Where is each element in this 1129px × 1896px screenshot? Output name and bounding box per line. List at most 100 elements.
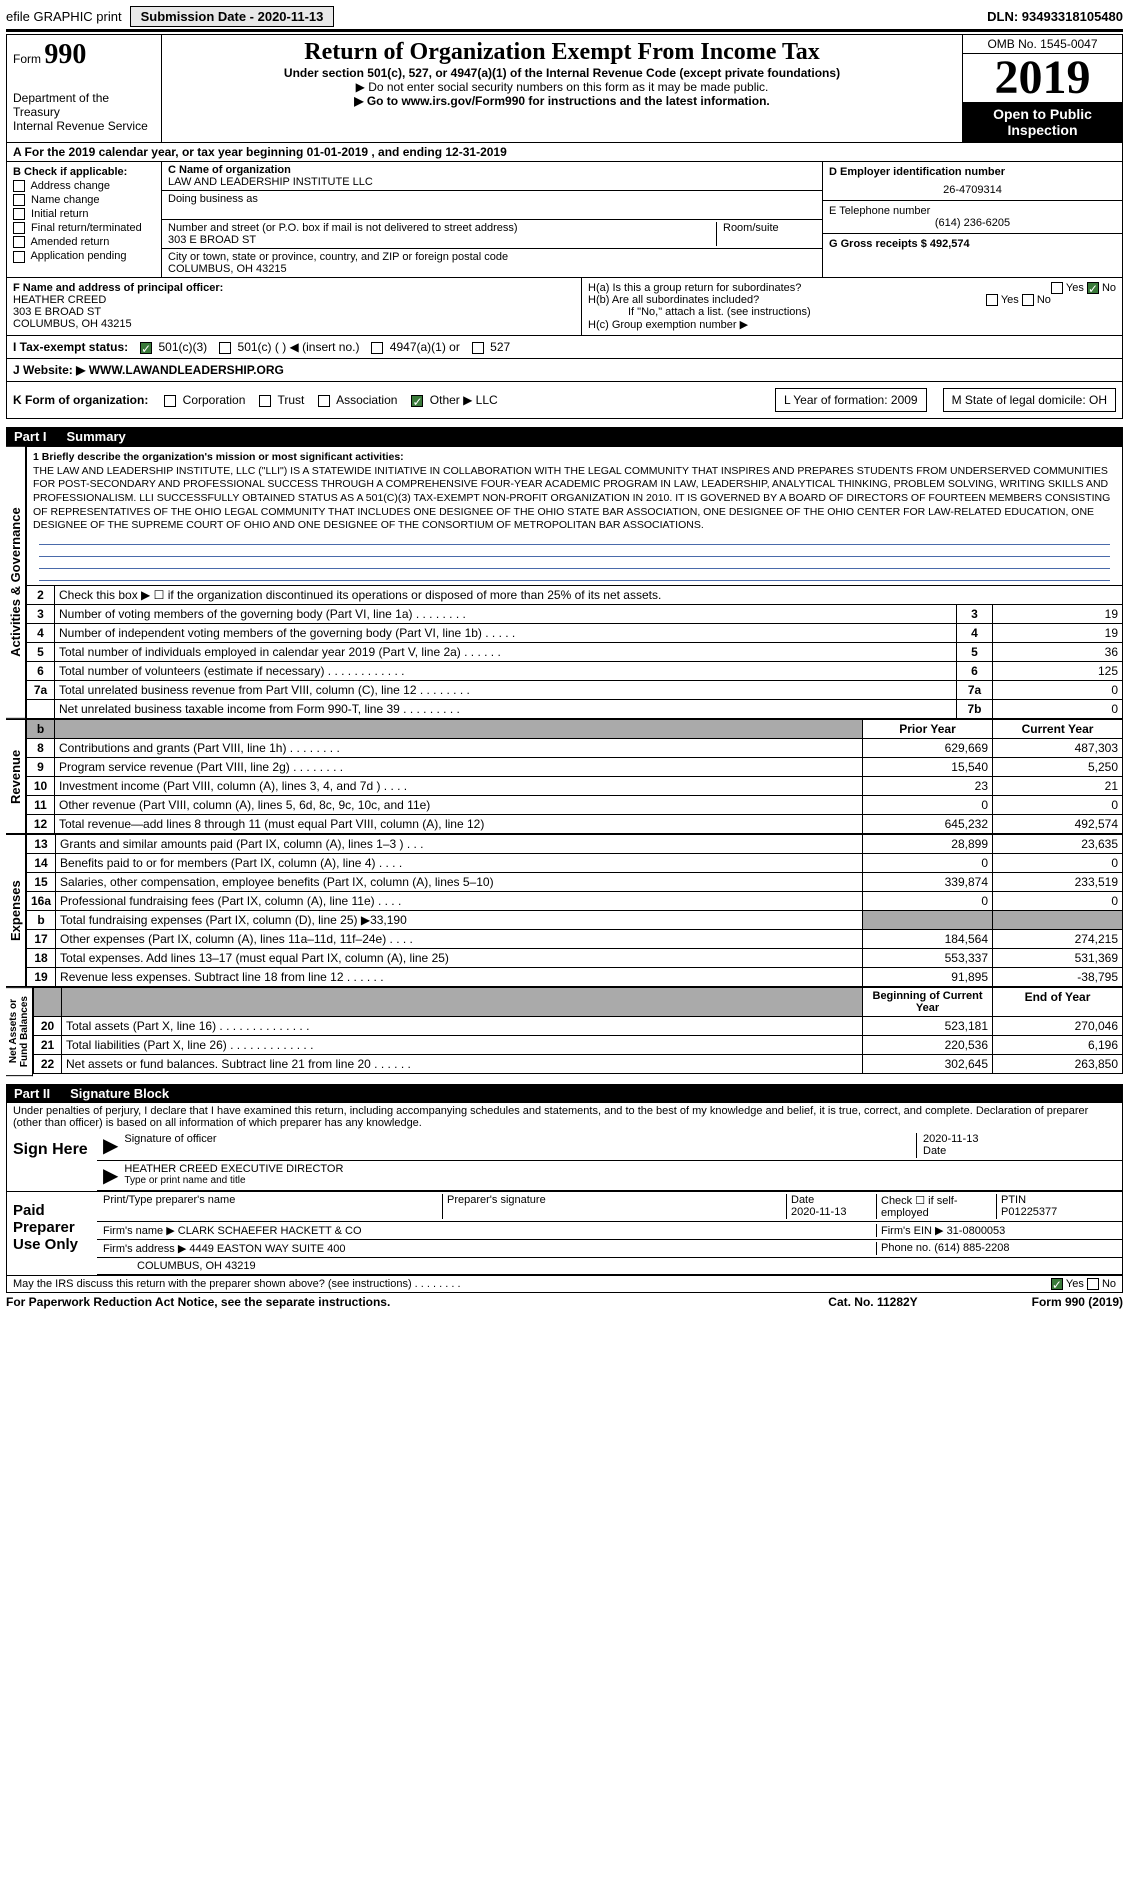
dln: DLN: 93493318105480 [987, 9, 1123, 24]
net-assets-section: Net Assets orFund Balances Beginning of … [6, 987, 1123, 1076]
revenue-line-11: 11Other revenue (Part VIII, column (A), … [27, 795, 1123, 814]
firm-phone: (614) 885-2208 [934, 1242, 1009, 1254]
revenue-line-9: 9Program service revenue (Part VIII, lin… [27, 757, 1123, 776]
k-opt-0[interactable]: Corporation [164, 393, 245, 407]
e-label: E Telephone number [829, 205, 1116, 217]
begin-header: Beginning of Current Year [863, 987, 993, 1016]
net-line-22: 22Net assets or fund balances. Subtract … [34, 1054, 1123, 1073]
end-header: End of Year [993, 987, 1123, 1016]
k-opt-2[interactable]: Association [318, 393, 397, 407]
mission-text: THE LAW AND LEADERSHIP INSTITUTE, LLC ("… [33, 465, 1116, 533]
hb-label: H(b) Are all subordinates included? [588, 294, 759, 306]
firm-phone-label: Phone no. [881, 1242, 931, 1254]
501c3-checkbox[interactable]: ✓ [140, 342, 152, 354]
footer-left: For Paperwork Reduction Act Notice, see … [6, 1295, 773, 1309]
net-line-21: 21Total liabilities (Part X, line 26) . … [34, 1035, 1123, 1054]
discuss-yes-checkbox[interactable]: ✓ [1051, 1278, 1063, 1290]
revenue-line-12: 12Total revenue—add lines 8 through 11 (… [27, 814, 1123, 833]
sig-date: 2020-11-13 [923, 1133, 1116, 1145]
sign-here-label: Sign Here [7, 1131, 97, 1191]
hb-yes-checkbox[interactable] [986, 294, 998, 306]
ha-label: H(a) Is this a group return for subordin… [588, 282, 801, 294]
phone: (614) 236-6205 [829, 217, 1116, 229]
f-label: F Name and address of principal officer: [13, 282, 575, 294]
hb-no-checkbox[interactable] [1022, 294, 1034, 306]
form-title: Return of Organization Exempt From Incom… [166, 39, 958, 66]
website-row: J Website: ▶ WWW.LAWANDLEADERSHIP.ORG [6, 359, 1123, 382]
527-checkbox[interactable] [472, 342, 484, 354]
c-label: C Name of organization [168, 164, 816, 176]
4947-checkbox[interactable] [371, 342, 383, 354]
mission-block: 1 Briefly describe the organization's mi… [26, 446, 1123, 585]
form-header: Form 990 Department of the Treasury Inte… [6, 34, 1123, 143]
activities-governance-section: Activities & Governance 1 Briefly descri… [6, 446, 1123, 719]
m-state: M State of legal domicile: OH [943, 388, 1116, 412]
k-row: K Form of organization: Corporation Trus… [6, 382, 1123, 419]
prep-sig-label: Preparer's signature [442, 1194, 786, 1219]
expense-line-15: 15Salaries, other compensation, employee… [27, 872, 1123, 891]
k-opt-3[interactable]: ✓ Other ▶ LLC [411, 393, 497, 407]
inspection-badge: Open to Public Inspection [963, 102, 1122, 142]
sig-intro: Under penalties of perjury, I declare th… [7, 1103, 1122, 1131]
prep-date: 2020-11-13 [791, 1206, 876, 1218]
gov-line-7b: Net unrelated business taxable income fr… [27, 699, 1123, 718]
part1-header: Part I Summary [6, 427, 1123, 446]
opt4: 527 [490, 340, 510, 354]
revenue-line-10: 10Investment income (Part VIII, column (… [27, 776, 1123, 795]
check-amended-return[interactable]: Amended return [13, 236, 155, 248]
opt2: 501(c) ( ) ◀ (insert no.) [238, 340, 360, 354]
check-address-change[interactable]: Address change [13, 180, 155, 192]
prep-name-label: Print/Type preparer's name [103, 1194, 442, 1219]
tax-status-row: I Tax-exempt status: ✓ 501(c)(3) 501(c) … [6, 336, 1123, 359]
expense-line-13: 13Grants and similar amounts paid (Part … [27, 834, 1123, 853]
opt3: 4947(a)(1) or [390, 340, 460, 354]
note1: ▶ Do not enter social security numbers o… [166, 80, 958, 94]
check-initial-return[interactable]: Initial return [13, 208, 155, 220]
arrow-icon: ▶ [103, 1163, 118, 1188]
sig-date-label: Date [923, 1145, 1116, 1157]
net-line-20: 20Total assets (Part X, line 16) . . . .… [34, 1016, 1123, 1035]
governance-table: 2Check this box ▶ ☐ if the organization … [26, 585, 1123, 719]
paid-preparer-label: Paid Preparer Use Only [7, 1192, 97, 1275]
k-opt-1[interactable]: Trust [259, 393, 304, 407]
section-b: B Check if applicable: Address change Na… [7, 162, 162, 277]
l-year: L Year of formation: 2009 [775, 388, 927, 412]
ha-yes-checkbox[interactable] [1051, 282, 1063, 294]
footer-right: Form 990 (2019) [973, 1295, 1123, 1309]
gov-line-7a: 7aTotal unrelated business revenue from … [27, 680, 1123, 699]
expenses-table: 13Grants and similar amounts paid (Part … [26, 834, 1123, 987]
addr-label: Number and street (or P.O. box if mail i… [168, 222, 716, 234]
vtab-governance: Activities & Governance [6, 446, 26, 719]
irs: Internal Revenue Service [13, 119, 155, 133]
discuss-row: May the IRS discuss this return with the… [6, 1276, 1123, 1293]
signature-block: Under penalties of perjury, I declare th… [6, 1103, 1123, 1276]
website-value: WWW.LAWANDLEADERSHIP.ORG [89, 363, 284, 377]
ptin: P01225377 [1001, 1206, 1116, 1218]
firm-label: Firm's name ▶ [103, 1225, 175, 1237]
expense-line-19: 19Revenue less expenses. Subtract line 1… [27, 967, 1123, 986]
city: COLUMBUS, OH 43215 [168, 263, 816, 275]
expense-line-14: 14Benefits paid to or for members (Part … [27, 853, 1123, 872]
501c-checkbox[interactable] [219, 342, 231, 354]
check-final-return-terminated[interactable]: Final return/terminated [13, 222, 155, 234]
sig-officer-label: Signature of officer [118, 1133, 916, 1158]
check-application-pending[interactable]: Application pending [13, 250, 155, 262]
note2: ▶ Go to www.irs.gov/Form990 for instruct… [166, 94, 958, 108]
firm-addr-label: Firm's address ▶ [103, 1243, 186, 1255]
topbar: efile GRAPHIC print Submission Date - 20… [6, 6, 1123, 32]
self-employed: Check ☐ if self-employed [876, 1194, 996, 1219]
j-label: J Website: ▶ [13, 363, 85, 377]
officer-h-row: F Name and address of principal officer:… [6, 278, 1123, 336]
ha-no-checkbox[interactable]: ✓ [1087, 282, 1099, 294]
dept: Department of the Treasury [13, 91, 155, 119]
officer-name: HEATHER CREED [13, 294, 575, 306]
discuss-no-checkbox[interactable] [1087, 1278, 1099, 1290]
check-name-change[interactable]: Name change [13, 194, 155, 206]
expense-line-16a: 16aProfessional fundraising fees (Part I… [27, 891, 1123, 910]
net-table: Beginning of Current YearEnd of Year 20T… [33, 987, 1123, 1074]
room-label: Room/suite [716, 222, 816, 246]
org-name: LAW AND LEADERSHIP INSTITUTE LLC [168, 176, 816, 188]
tax-year: 2019 [963, 54, 1122, 102]
efile-label: efile GRAPHIC print [6, 9, 122, 24]
submission-button[interactable]: Submission Date - 2020-11-13 [130, 6, 335, 27]
